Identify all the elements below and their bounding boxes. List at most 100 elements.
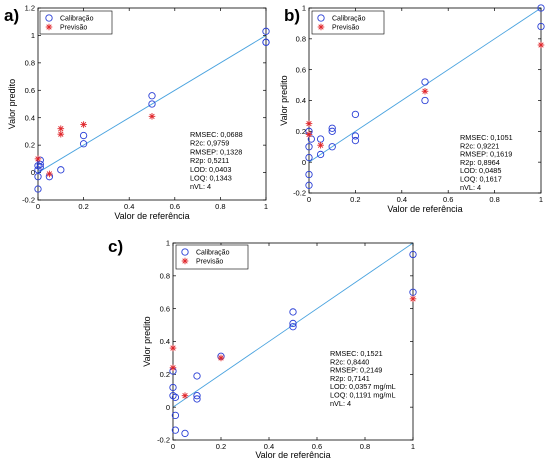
y-tick-label: 1 xyxy=(166,239,170,248)
calibration-point xyxy=(34,173,42,181)
calibration-point xyxy=(57,166,65,174)
y-axis-label: Valor predito xyxy=(279,75,289,125)
x-tick-label: 0.6 xyxy=(443,195,453,204)
prediction-point xyxy=(46,170,53,178)
stats-line: RMSEP: 0,2149 xyxy=(330,366,382,375)
stats-line: LOQ: 0,1617 xyxy=(460,175,502,184)
legend-label: Previsão xyxy=(60,25,87,32)
x-tick-label: 1 xyxy=(539,195,543,204)
calibration-point xyxy=(169,383,177,392)
y-tick-label: -0.2 xyxy=(22,196,35,205)
star-marker-stroke xyxy=(306,131,312,138)
legend-prediction-marker xyxy=(45,23,53,31)
calibration-point xyxy=(79,131,88,140)
prediction-point xyxy=(305,120,313,127)
stats-line: R2p: 0,7141 xyxy=(330,374,370,383)
y-tick-label: 0.6 xyxy=(160,304,170,313)
star-marker-stroke xyxy=(46,24,52,30)
legend-label: Calibração xyxy=(60,16,94,23)
legend-calibration-marker xyxy=(317,14,325,22)
stats-line: RMSEP: 0,1328 xyxy=(190,147,242,156)
calibration-point xyxy=(421,96,429,105)
x-tick-label: 0.6 xyxy=(170,202,180,211)
calibration-point xyxy=(409,288,417,296)
x-tick-label: 0.2 xyxy=(78,202,88,211)
x-tick-label: 0 xyxy=(36,202,40,211)
prediction-point xyxy=(57,130,65,138)
x-axis-label: Valor de referência xyxy=(114,211,189,221)
prediction-point xyxy=(181,392,189,399)
y-tick-label: -0.2 xyxy=(157,436,170,445)
plot-frame xyxy=(308,7,542,194)
y-tick-label: 0.6 xyxy=(25,86,35,95)
x-tick-label: 0.8 xyxy=(360,442,370,451)
x-tick-label: 0 xyxy=(307,195,311,204)
legend-prediction-marker xyxy=(317,23,325,31)
star-marker-stroke xyxy=(58,126,64,132)
calibration-point xyxy=(262,38,270,46)
y-tick-label: 0 xyxy=(166,403,170,412)
x-tick-label: 0.4 xyxy=(264,442,274,451)
prediction-point xyxy=(57,125,65,132)
calibration-point xyxy=(305,170,313,179)
y-tick-label: -0.2 xyxy=(293,189,306,198)
panel-letter-b: b) xyxy=(284,6,300,25)
x-tick-label: 0.8 xyxy=(489,195,499,204)
chart-panel-a: 0 0.2 0.4 0.6 0.8 1-0.200.20.40.60.811.2Valor… xyxy=(7,4,270,221)
y-tick-label: 0.4 xyxy=(25,113,35,122)
stats-line: R2c: 0,8440 xyxy=(330,357,369,366)
panel-letter-c: c) xyxy=(108,237,123,256)
stats-line: nVL: 4 xyxy=(330,399,351,408)
stats-line: RMSEC: 0,1051 xyxy=(460,133,513,142)
stats-line: R2p: 0,5211 xyxy=(190,156,229,165)
calibration-point xyxy=(193,395,201,403)
calibration-point xyxy=(305,143,313,151)
reference-line xyxy=(37,35,267,173)
calibration-point xyxy=(148,100,156,108)
calibration-point xyxy=(537,4,545,12)
calibration-point xyxy=(328,127,336,135)
star-marker-stroke xyxy=(46,171,53,177)
prediction-point xyxy=(169,364,177,372)
prediction-point xyxy=(317,141,324,149)
x-axis-label: Valor de referência xyxy=(255,450,330,460)
prediction-point xyxy=(169,344,177,352)
star-marker-stroke xyxy=(182,393,188,399)
legend-label: Previsão xyxy=(332,25,359,32)
calibration-point xyxy=(193,372,201,380)
star-marker-stroke xyxy=(170,365,176,371)
calibration-point xyxy=(328,124,336,132)
calibration-point xyxy=(148,92,156,100)
calibration-point xyxy=(171,393,180,401)
calibration-point xyxy=(328,143,336,151)
y-tick-label: 0.4 xyxy=(296,96,306,105)
y-tick-label: 1.2 xyxy=(25,4,35,13)
star-marker-stroke xyxy=(218,355,224,361)
stats-line: LOQ: 0,1191 mg/mL xyxy=(330,391,396,400)
star-marker-stroke xyxy=(422,88,428,94)
legend-label: Previsão xyxy=(196,259,223,266)
calibration-point xyxy=(289,323,297,331)
star-marker-stroke xyxy=(149,113,155,119)
legend-box xyxy=(175,244,249,270)
star-marker-stroke xyxy=(538,42,544,48)
legend-box xyxy=(311,10,385,35)
prediction-point xyxy=(305,131,313,138)
calibration-point xyxy=(289,308,297,316)
legend-calibration-marker xyxy=(45,14,53,22)
calibration-point xyxy=(36,163,44,171)
star-marker-stroke xyxy=(58,131,64,137)
legend-box xyxy=(39,10,113,35)
reference-line xyxy=(172,242,414,408)
y-tick-label: 0.2 xyxy=(25,141,35,150)
stats-line: nVL: 4 xyxy=(460,183,481,192)
x-tick-label: 0.6 xyxy=(312,442,322,451)
star-marker-stroke xyxy=(306,120,312,127)
star-marker-stroke xyxy=(170,345,176,351)
stats-line: RMSEC: 0,0688 xyxy=(190,130,243,139)
prediction-point xyxy=(148,113,156,120)
prediction-point xyxy=(217,354,225,362)
y-tick-label: 0.8 xyxy=(25,58,35,67)
stats-line: LOD: 0,0403 xyxy=(190,165,231,174)
